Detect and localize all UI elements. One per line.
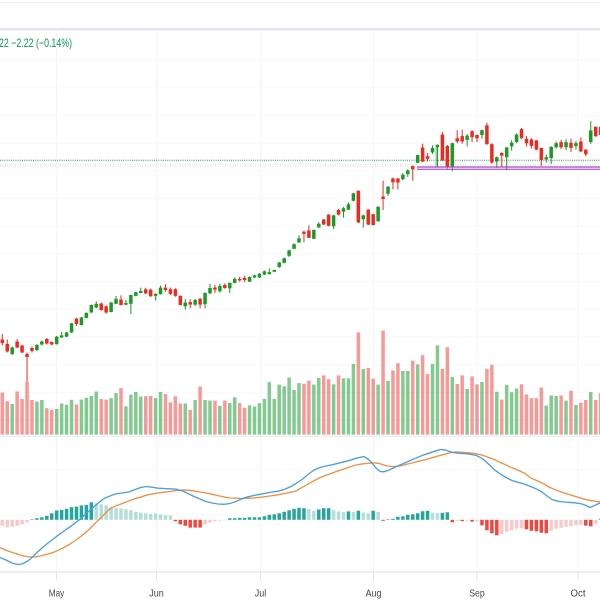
svg-text:Jun: Jun <box>149 587 164 599</box>
svg-text:Oct: Oct <box>571 587 586 599</box>
svg-text:22 −2.22 (−0.14%): 22 −2.22 (−0.14%) <box>0 36 72 50</box>
svg-text:Sep: Sep <box>469 587 485 599</box>
svg-text:Aug: Aug <box>366 587 382 599</box>
svg-text:Jul: Jul <box>255 587 267 599</box>
svg-text:May: May <box>49 587 65 599</box>
